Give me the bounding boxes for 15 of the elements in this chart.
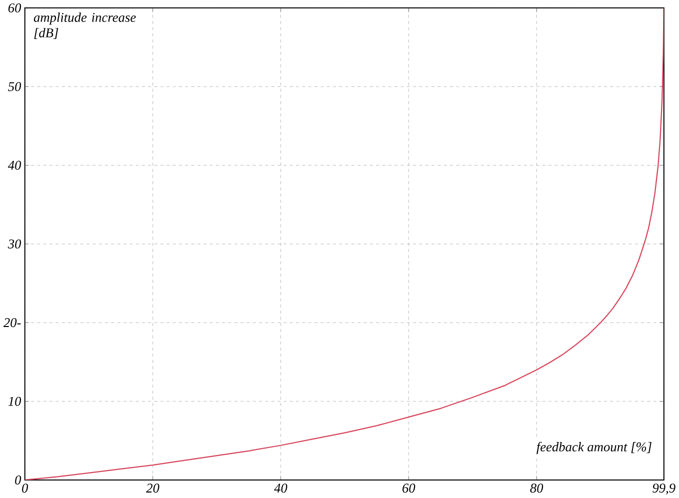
x-tick-label: 60 <box>402 484 416 493</box>
x-tick-label: 40 <box>274 484 288 493</box>
y-tick-label: 20- <box>3 318 21 328</box>
y-tick-label: 50 <box>8 82 22 92</box>
y-tick-label: 0 <box>15 476 22 485</box>
y-tick-label: 40 <box>8 160 22 170</box>
x-tick-label: 80 <box>530 484 544 493</box>
y-tick-label: 10 <box>8 396 22 406</box>
y-tick-label: 30 <box>8 239 22 248</box>
x-tick-label: 0 <box>22 484 28 493</box>
x-tick-label: 99,9 <box>652 484 676 495</box>
y-axis-title: amplitude increase [dB] <box>34 12 136 40</box>
y-tick-label: 60 <box>8 3 22 12</box>
x-axis-title: feedback amount [%] <box>536 442 652 454</box>
x-tick-label: 20 <box>146 484 160 493</box>
